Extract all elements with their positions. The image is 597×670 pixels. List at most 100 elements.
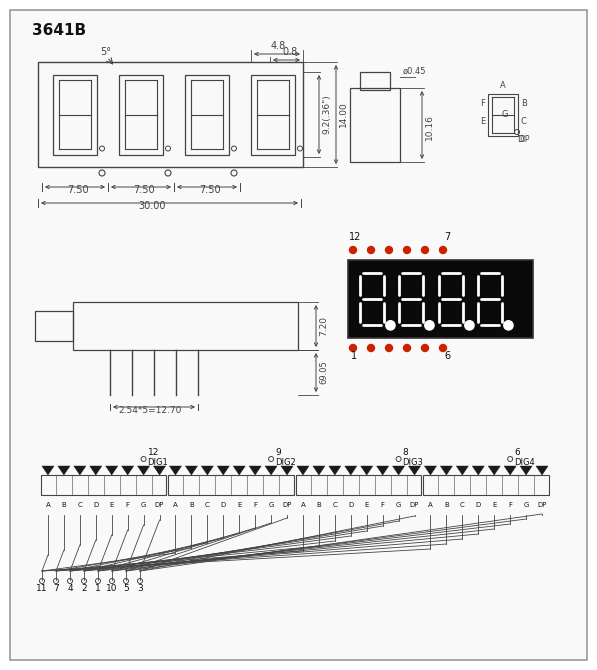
Bar — [488, 94, 518, 136]
Circle shape — [421, 247, 429, 253]
Bar — [423, 475, 549, 495]
Bar — [296, 475, 421, 495]
Polygon shape — [536, 466, 548, 475]
Polygon shape — [90, 466, 102, 475]
Circle shape — [386, 321, 395, 330]
Text: F: F — [480, 98, 485, 108]
Text: E: E — [237, 502, 241, 508]
Text: C: C — [521, 117, 527, 126]
Text: E: E — [480, 117, 485, 126]
Text: C: C — [333, 502, 337, 508]
Circle shape — [439, 247, 447, 253]
Polygon shape — [408, 466, 421, 475]
Text: 11: 11 — [36, 584, 48, 593]
Text: 4.8: 4.8 — [271, 41, 286, 51]
Polygon shape — [297, 466, 309, 475]
Polygon shape — [201, 466, 213, 475]
Text: C: C — [78, 502, 82, 508]
Polygon shape — [456, 466, 469, 475]
Text: A: A — [173, 502, 178, 508]
Polygon shape — [170, 466, 181, 475]
Text: D: D — [221, 502, 226, 508]
Text: DP: DP — [537, 502, 547, 508]
Polygon shape — [74, 466, 86, 475]
Text: DIG2: DIG2 — [275, 458, 296, 467]
Text: ø0.45: ø0.45 — [403, 67, 426, 76]
Circle shape — [465, 321, 474, 330]
Text: E: E — [492, 502, 497, 508]
Circle shape — [439, 344, 447, 352]
Text: 69.05: 69.05 — [319, 360, 328, 385]
Text: D: D — [348, 502, 353, 508]
Polygon shape — [42, 466, 54, 475]
Text: B: B — [521, 98, 527, 108]
Polygon shape — [329, 466, 341, 475]
Text: 9.2(.36"): 9.2(.36") — [322, 94, 331, 135]
Text: 4: 4 — [67, 584, 73, 593]
Text: 5°: 5° — [100, 47, 111, 57]
Circle shape — [368, 344, 374, 352]
Bar — [41, 475, 167, 495]
Polygon shape — [424, 466, 436, 475]
Polygon shape — [313, 466, 325, 475]
Text: D: D — [517, 135, 524, 144]
Polygon shape — [58, 466, 70, 475]
Text: D: D — [476, 502, 481, 508]
Text: G: G — [396, 502, 401, 508]
Text: B: B — [189, 502, 194, 508]
Text: 7: 7 — [444, 232, 450, 242]
Text: 3: 3 — [137, 584, 143, 593]
Text: F: F — [253, 502, 257, 508]
Text: 6: 6 — [444, 351, 450, 361]
Text: F: F — [508, 502, 512, 508]
Text: 14.00: 14.00 — [339, 102, 348, 127]
Text: A: A — [500, 81, 506, 90]
Text: C: C — [460, 502, 464, 508]
Text: 0.8: 0.8 — [282, 47, 298, 57]
Bar — [53, 74, 97, 155]
Text: 7: 7 — [53, 584, 59, 593]
Text: E: E — [109, 502, 114, 508]
Text: E: E — [365, 502, 369, 508]
Text: 7.50: 7.50 — [133, 185, 155, 195]
Circle shape — [421, 344, 429, 352]
Bar — [185, 74, 229, 155]
Text: 7.20: 7.20 — [319, 316, 328, 336]
Polygon shape — [377, 466, 389, 475]
Bar — [360, 72, 390, 90]
Polygon shape — [344, 466, 357, 475]
Bar — [350, 88, 400, 162]
Text: A: A — [45, 502, 50, 508]
Bar — [73, 302, 298, 350]
Polygon shape — [185, 466, 198, 475]
Text: DIG4: DIG4 — [514, 458, 535, 467]
Text: 10: 10 — [106, 584, 118, 593]
Text: 12: 12 — [349, 232, 361, 242]
Text: DIG1: DIG1 — [147, 458, 168, 467]
Text: B: B — [444, 502, 449, 508]
Text: G: G — [524, 502, 529, 508]
Circle shape — [425, 321, 434, 330]
Text: 9: 9 — [275, 448, 281, 457]
Bar — [38, 62, 303, 167]
Text: 7.50: 7.50 — [199, 185, 221, 195]
Text: 30.00: 30.00 — [138, 201, 165, 211]
Polygon shape — [137, 466, 150, 475]
Polygon shape — [122, 466, 134, 475]
Text: A: A — [428, 502, 433, 508]
Circle shape — [349, 344, 356, 352]
Polygon shape — [249, 466, 261, 475]
Bar — [35, 311, 73, 341]
Text: F: F — [125, 502, 130, 508]
Text: B: B — [316, 502, 321, 508]
Text: 1: 1 — [95, 584, 101, 593]
Text: B: B — [61, 502, 66, 508]
Text: A: A — [301, 502, 305, 508]
Text: DP: DP — [410, 502, 419, 508]
Polygon shape — [217, 466, 229, 475]
Text: G: G — [141, 502, 146, 508]
Text: 6: 6 — [514, 448, 520, 457]
Text: 5: 5 — [123, 584, 129, 593]
Polygon shape — [441, 466, 453, 475]
Polygon shape — [361, 466, 373, 475]
